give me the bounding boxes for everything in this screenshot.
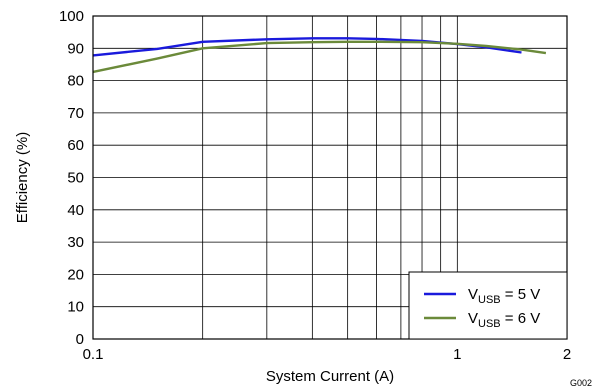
x-tick-label: 0.1 bbox=[83, 346, 104, 363]
y-tick-label: 10 bbox=[67, 299, 84, 316]
plot-frame bbox=[92, 15, 568, 340]
y-tick-label: 80 bbox=[67, 73, 84, 90]
x-axis-label: System Current (A) bbox=[266, 368, 394, 385]
figure-code: G002 bbox=[570, 378, 592, 388]
legend-label-1: VUSB = 5 V bbox=[468, 286, 540, 306]
legend-label-2: VUSB = 6 V bbox=[468, 310, 540, 330]
y-tick-labels: 0 10 20 30 40 50 60 70 80 90 100 bbox=[59, 8, 84, 348]
series-line-2 bbox=[92, 40, 547, 74]
x-tick-label: 2 bbox=[563, 346, 571, 363]
y-tick-label: 60 bbox=[67, 137, 84, 154]
y-tick-label: 90 bbox=[67, 40, 84, 57]
y-tick-label: 30 bbox=[67, 234, 84, 251]
y-tick-label: 70 bbox=[67, 105, 84, 122]
legend: VUSB = 5 V VUSB = 6 V bbox=[408, 271, 568, 340]
x-tick-label: 1 bbox=[453, 346, 461, 363]
series-lines bbox=[92, 37, 547, 74]
y-tick-label: 20 bbox=[67, 266, 84, 283]
y-tick-label: 100 bbox=[59, 8, 84, 25]
grid-lines bbox=[93, 16, 567, 339]
y-axis-label: Efficiency (%) bbox=[14, 132, 31, 223]
y-tick-label: 0 bbox=[76, 331, 84, 348]
legend-box bbox=[408, 271, 568, 340]
y-tick-label: 40 bbox=[67, 202, 84, 219]
y-tick-label: 50 bbox=[67, 170, 84, 187]
x-tick-labels: 0.1 1 2 bbox=[83, 346, 572, 363]
